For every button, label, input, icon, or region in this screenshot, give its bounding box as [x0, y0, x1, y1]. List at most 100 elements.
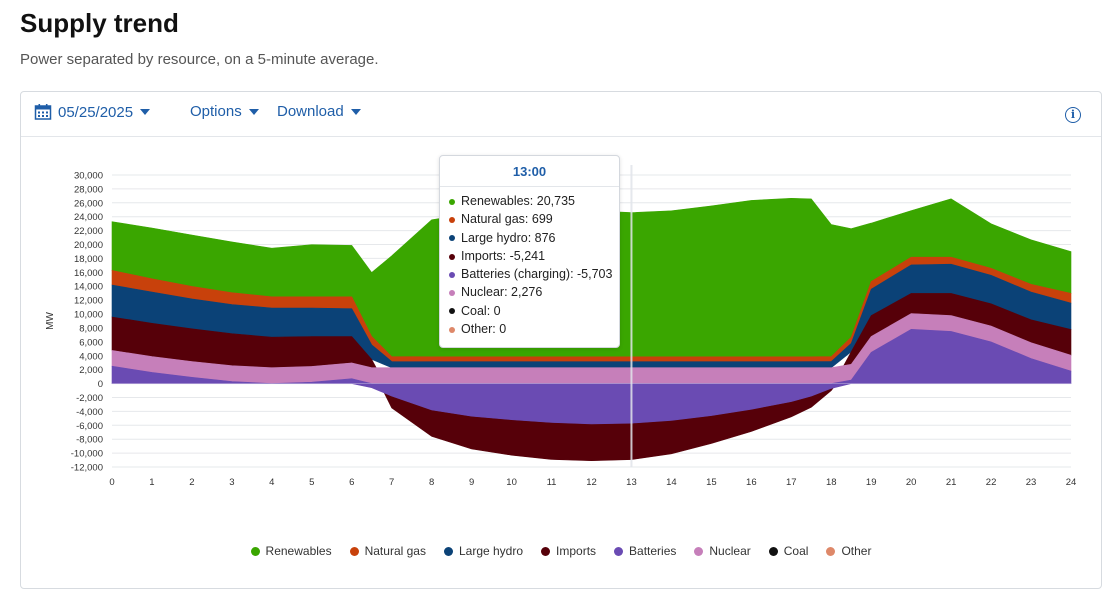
- legend-dot: [614, 546, 624, 556]
- y-tick-label: 4,000: [79, 351, 103, 362]
- tooltip-dot: [449, 271, 455, 278]
- tooltip-dot: [449, 198, 455, 205]
- x-tick-label: 13: [626, 477, 637, 488]
- date-value: 05/25/2025: [58, 103, 134, 121]
- x-tick-label: 4: [269, 477, 274, 488]
- download-button[interactable]: Download: [277, 103, 361, 120]
- tooltip-row: Natural gas: 699: [449, 210, 619, 228]
- x-tick-label: 7: [389, 477, 394, 488]
- x-tick-label: 15: [706, 477, 717, 488]
- y-tick-label: 8,000: [79, 323, 103, 334]
- y-axis-label: MW: [45, 312, 56, 330]
- legend-item-imports[interactable]: Imports: [541, 544, 596, 558]
- page-title: Supply trend: [20, 8, 179, 38]
- x-tick-label: 11: [547, 477, 557, 488]
- x-tick-label: 17: [786, 477, 797, 488]
- tooltip-dot: [449, 253, 455, 260]
- x-tick-label: 22: [986, 477, 997, 488]
- y-tick-label: -2,000: [76, 393, 103, 404]
- tooltip-row: Nuclear: 2,276: [449, 283, 619, 301]
- legend-label: Large hydro: [458, 544, 524, 558]
- y-tick-label: 18,000: [74, 254, 103, 265]
- tooltip-row: Batteries (charging): -5,703: [449, 265, 619, 283]
- x-tick-label: 18: [826, 477, 837, 488]
- legend-dot: [826, 546, 836, 556]
- legend-item-natural-gas[interactable]: Natural gas: [349, 544, 426, 558]
- legend-label: Other: [841, 544, 872, 558]
- legend-item-coal[interactable]: Coal: [768, 544, 809, 558]
- x-tick-label: 6: [349, 477, 354, 488]
- download-label: Download: [277, 103, 344, 120]
- tooltip-row: Other: 0: [449, 320, 619, 338]
- x-tick-label: 24: [1066, 477, 1077, 488]
- tooltip-row-label: Batteries (charging): -5,703: [461, 267, 613, 282]
- y-tick-label: -10,000: [71, 449, 103, 460]
- x-tick-label: 10: [506, 477, 517, 488]
- y-tick-label: 6,000: [79, 337, 103, 348]
- tooltip-dot: [449, 235, 455, 242]
- x-tick-label: 20: [906, 477, 917, 488]
- x-tick-label: 23: [1026, 477, 1037, 488]
- tooltip-row-label: Large hydro: 876: [461, 230, 556, 245]
- tooltip-row-label: Coal: 0: [461, 303, 501, 318]
- chart-card: 05/25/2025 Options Download i 30,000 28,0…: [20, 91, 1102, 589]
- info-icon[interactable]: i: [1065, 107, 1081, 123]
- x-tick-label: 16: [746, 477, 757, 488]
- y-tick-label: -12,000: [71, 463, 103, 474]
- y-tick-label: 20,000: [74, 240, 103, 251]
- y-tick-label: 10,000: [74, 310, 103, 321]
- legend-dot: [349, 546, 359, 556]
- y-tick-label: -6,000: [76, 421, 103, 432]
- legend-item-batteries[interactable]: Batteries: [614, 544, 676, 558]
- legend-item-large-hydro[interactable]: Large hydro: [443, 544, 524, 558]
- tooltip-row-label: Renewables: 20,735: [461, 194, 575, 208]
- tooltip-dot: [449, 290, 455, 297]
- tooltip-dot: [449, 308, 455, 315]
- y-tick-label: 26,000: [74, 198, 103, 209]
- x-tick-label: 12: [586, 477, 597, 488]
- legend-item-other[interactable]: Other: [826, 544, 871, 558]
- chevron-down-icon: [248, 108, 259, 115]
- y-tick-label: 14,000: [74, 282, 103, 293]
- x-tick-label: 19: [866, 477, 877, 488]
- y-tick-label: 30,000: [74, 171, 103, 182]
- legend-label: Nuclear: [709, 544, 751, 558]
- y-tick-label: 24,000: [74, 212, 103, 223]
- x-tick-label: 5: [309, 477, 314, 488]
- legend-dot: [694, 546, 704, 556]
- tooltip-time: 13:00: [440, 156, 619, 187]
- legend-label: Coal: [783, 544, 809, 558]
- chart-tooltip: 13:00 Renewables: 20,735 Natural gas: 699…: [439, 155, 620, 348]
- x-tick-label: 9: [469, 477, 474, 488]
- tooltip-dot: [449, 326, 455, 333]
- x-tick-label: 0: [109, 477, 114, 488]
- legend-item-nuclear[interactable]: Nuclear: [694, 544, 751, 558]
- legend-item-renewables[interactable]: Renewables: [250, 544, 332, 558]
- legend-label: Batteries: [629, 544, 677, 558]
- x-tick-label: 8: [429, 477, 434, 488]
- legend-label: Natural gas: [364, 544, 426, 558]
- y-tick-label: 28,000: [74, 184, 103, 195]
- tooltip-dot: [449, 217, 455, 223]
- y-tick-label: -4,000: [76, 407, 103, 418]
- tooltip-row: Imports: -5,241: [449, 247, 619, 265]
- tooltip-row: Renewables: 20,735: [449, 192, 619, 210]
- chevron-down-icon: [350, 108, 361, 115]
- x-tick-label: 14: [666, 477, 677, 488]
- y-tick-label: 2,000: [79, 365, 103, 376]
- legend-dot: [443, 546, 453, 556]
- chart-legend: Renewables Natural gas Large hydro Imports B…: [21, 544, 1101, 558]
- x-tick-label: 3: [229, 477, 234, 488]
- chart-toolbar: 05/25/2025 Options Download i: [21, 92, 1101, 137]
- y-tick-label: 16,000: [74, 268, 103, 279]
- legend-dot: [768, 546, 778, 556]
- legend-dot: [250, 546, 260, 556]
- tooltip-row-label: Nuclear: 2,276: [461, 285, 543, 300]
- legend-dot: [541, 546, 551, 556]
- x-tick-label: 21: [946, 477, 957, 488]
- page-subtitle: Power separated by resource, on a 5-minu…: [20, 51, 379, 68]
- legend-label: Renewables: [265, 544, 332, 558]
- options-button[interactable]: Options: [190, 103, 259, 120]
- y-tick-label: 22,000: [74, 226, 103, 237]
- date-picker-button[interactable]: 05/25/2025: [34, 103, 151, 121]
